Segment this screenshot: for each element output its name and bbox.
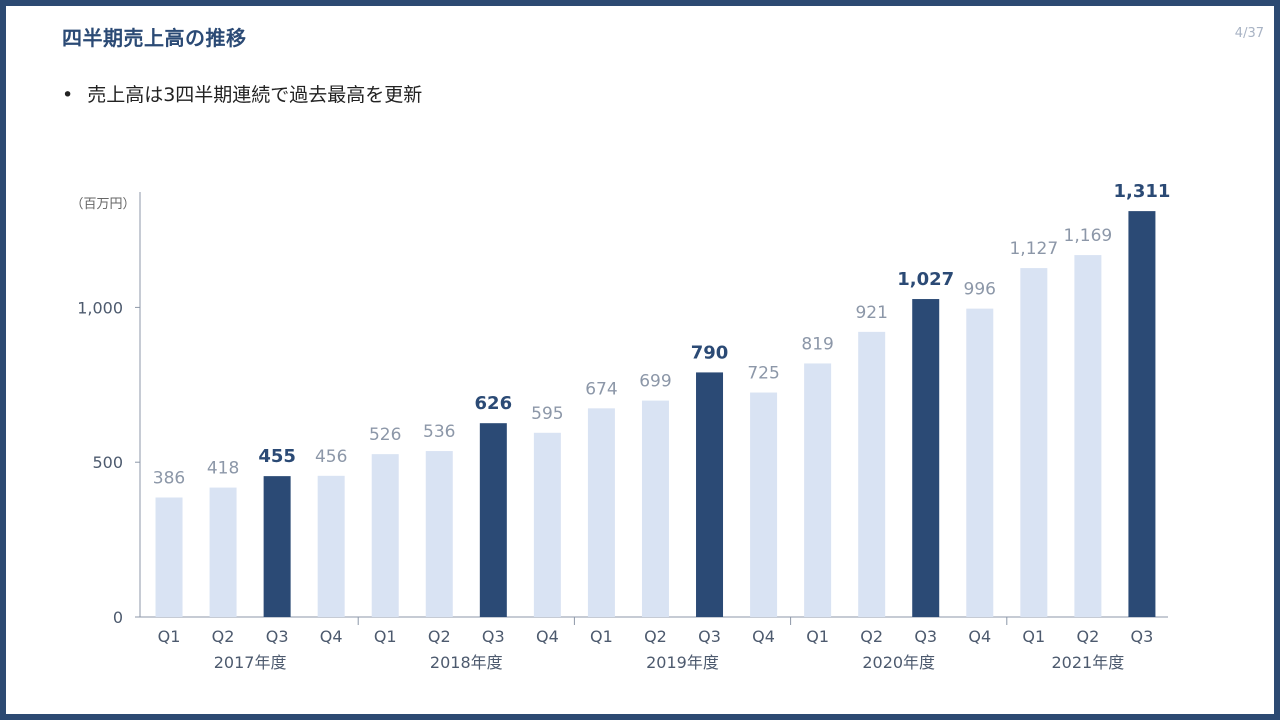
bar — [858, 331, 886, 617]
slide-title: 四半期売上高の推移 — [62, 26, 247, 50]
bar-value-label: 626 — [475, 393, 513, 414]
bullet-point: • 売上高は3四半期連続で過去最高を更新 — [62, 80, 422, 107]
x-tick-label: Q2 — [860, 627, 883, 646]
bar — [209, 487, 237, 617]
x-tick-label: Q3 — [698, 627, 721, 646]
x-tick-label: Q4 — [320, 627, 343, 646]
bar-value-label: 595 — [531, 404, 563, 424]
y-unit-label: （百万円） — [70, 197, 135, 212]
bar — [696, 372, 724, 617]
bar-value-label: 1,311 — [1113, 181, 1170, 202]
x-tick-label: Q1 — [806, 627, 829, 646]
x-tick-label: Q3 — [914, 627, 937, 646]
bar — [587, 408, 615, 617]
bar-value-label: 921 — [855, 303, 887, 323]
bar — [425, 451, 453, 617]
x-tick-label: Q3 — [482, 627, 505, 646]
bar-value-label: 790 — [691, 342, 729, 363]
bar-value-label: 386 — [153, 468, 185, 488]
bar-value-label: 725 — [747, 364, 779, 384]
y-tick-label: 1,000 — [77, 298, 123, 317]
bar — [641, 400, 669, 617]
bar — [479, 423, 507, 617]
bar-value-label: 455 — [258, 446, 296, 467]
y-tick-label: 0 — [113, 608, 123, 627]
bar — [533, 432, 561, 617]
x-tick-label: Q3 — [266, 627, 289, 646]
group-label: 2017年度 — [214, 653, 287, 672]
group-label: 2018年度 — [430, 653, 503, 672]
x-tick-label: Q2 — [1076, 627, 1099, 646]
group-label: 2021年度 — [1052, 653, 1125, 672]
x-tick-label: Q4 — [968, 627, 991, 646]
bar-value-label: 996 — [964, 280, 996, 300]
bar — [750, 392, 778, 617]
bar — [371, 454, 399, 617]
bar-value-label: 526 — [369, 425, 401, 445]
bar — [804, 363, 832, 617]
bar-value-label: 418 — [207, 459, 239, 479]
bar — [966, 308, 994, 617]
bullet-text: 売上高は3四半期連続で過去最高を更新 — [87, 84, 423, 106]
x-tick-label: Q2 — [644, 627, 667, 646]
page-number: 4/37 — [1234, 26, 1264, 41]
bar — [317, 475, 345, 617]
x-tick-label: Q2 — [428, 627, 451, 646]
group-label: 2020年度 — [862, 653, 935, 672]
bar-value-label: 674 — [585, 379, 617, 399]
y-tick-label: 500 — [92, 453, 123, 472]
bar — [1128, 211, 1156, 618]
bullet-dot-icon: • — [62, 84, 74, 106]
bar-value-label: 1,169 — [1064, 226, 1113, 246]
bar-value-label: 1,027 — [897, 269, 954, 290]
bar — [1074, 255, 1102, 617]
bar — [155, 497, 183, 617]
x-tick-label: Q1 — [1022, 627, 1045, 646]
bar-value-label: 699 — [639, 372, 671, 392]
x-tick-label: Q2 — [212, 627, 235, 646]
x-tick-label: Q1 — [158, 627, 181, 646]
group-label: 2019年度 — [646, 653, 719, 672]
x-tick-label: Q4 — [536, 627, 559, 646]
x-tick-label: Q1 — [590, 627, 613, 646]
bar-value-label: 1,127 — [1009, 239, 1058, 259]
bar-value-label: 456 — [315, 447, 347, 467]
bar-value-label: 536 — [423, 422, 455, 442]
bar-value-label: 819 — [801, 334, 833, 354]
x-tick-label: Q4 — [752, 627, 775, 646]
bar — [912, 299, 940, 617]
bar — [1020, 268, 1048, 617]
x-tick-label: Q1 — [374, 627, 397, 646]
bar — [263, 476, 291, 617]
x-tick-label: Q3 — [1131, 627, 1154, 646]
